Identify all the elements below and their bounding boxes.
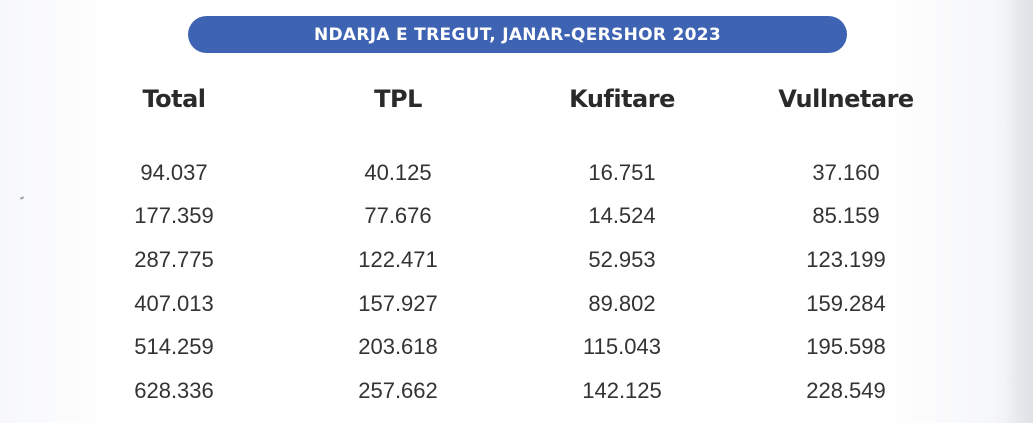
cell-tpl: 122.471 (358, 246, 438, 272)
cell-total: 177.359 (134, 203, 214, 229)
cell-total: 287.775 (134, 246, 214, 272)
cell-total: 628.336 (134, 377, 214, 403)
cell-tpl: 257.662 (358, 377, 438, 403)
table-row: 514.259 203.618 115.043 195.598 (62, 325, 958, 369)
cell-vullnetare: 228.549 (806, 377, 886, 403)
table-title-banner: NDARJA E TREGUT, JANAR-QERSHOR 2023 (188, 16, 847, 53)
header-spacer (62, 122, 958, 151)
cell-kufitare: 89.802 (588, 290, 656, 316)
cell-vullnetare: 195.598 (806, 334, 886, 360)
table-row: 177.359 77.676 14.524 85.159 (62, 195, 958, 239)
cell-kufitare: 16.751 (588, 159, 656, 185)
column-header-kufitare: Kufitare (569, 85, 675, 113)
cell-total: 94.037 (140, 159, 208, 185)
cell-total: 407.013 (134, 290, 214, 316)
spacer-cell (734, 122, 958, 151)
cell-vullnetare: 123.199 (806, 246, 886, 272)
cell-tpl: 40.125 (364, 159, 432, 185)
table-header-row: Total TPL Kufitare Vullnetare (62, 76, 958, 122)
cell-kufitare: 52.953 (588, 246, 656, 272)
table-row: 287.775 122.471 52.953 123.199 (62, 238, 958, 282)
page-edge-shadow (1005, 0, 1033, 423)
column-header-tpl: TPL (374, 85, 422, 113)
table-row: 407.013 157.927 89.802 159.284 (62, 282, 958, 326)
cell-kufitare: 115.043 (583, 334, 661, 360)
table-row: 628.336 257.662 142.125 228.549 (62, 369, 958, 413)
column-header-vullnetare: Vullnetare (778, 85, 914, 113)
market-share-table: Total TPL Kufitare Vullnetare 94.037 40.… (62, 76, 958, 413)
cell-vullnetare: 37.160 (812, 159, 880, 185)
cell-tpl: 157.927 (358, 290, 438, 316)
cell-tpl: 77.676 (364, 203, 432, 229)
scan-speck (19, 196, 25, 200)
cell-tpl: 203.618 (358, 334, 438, 360)
spacer-cell (286, 122, 510, 151)
table-row: 94.037 40.125 16.751 37.160 (62, 151, 958, 195)
cell-kufitare: 142.125 (582, 377, 662, 403)
cell-vullnetare: 159.284 (806, 290, 886, 316)
cell-kufitare: 14.524 (588, 203, 656, 229)
column-header-total: Total (142, 85, 206, 113)
cell-total: 514.259 (134, 334, 214, 360)
cell-vullnetare: 85.159 (812, 203, 880, 229)
spacer-cell (62, 122, 286, 151)
spacer-cell (510, 122, 734, 151)
